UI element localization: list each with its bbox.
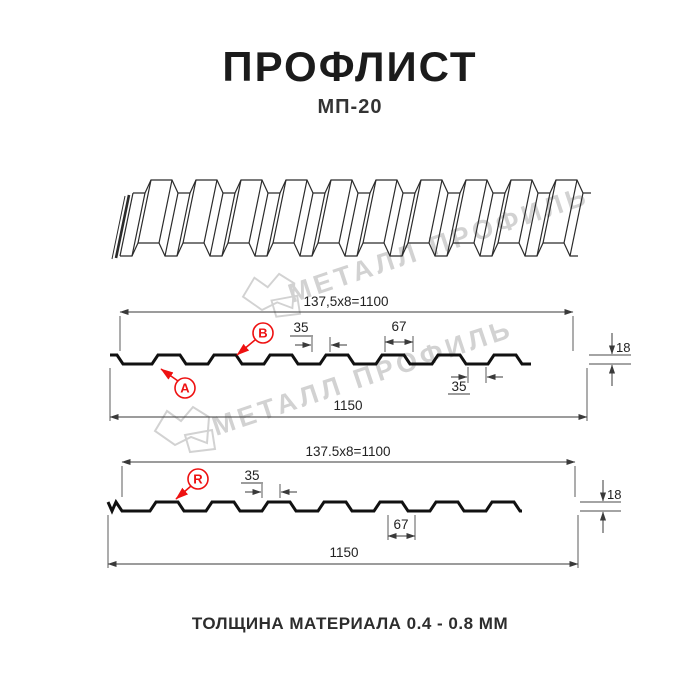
svg-text:R: R [193, 472, 203, 487]
section2-dim-rib-pitch: 35 [244, 468, 259, 483]
section2-cross-section: 137.5x8=1100 35 67 18 1150 [106, 444, 621, 568]
section1-profile [110, 353, 531, 366]
svg-text:B: B [258, 326, 267, 341]
svg-text:A: A [180, 381, 190, 396]
brand-logo-icon [153, 405, 217, 454]
watermark-text: МЕТАЛЛ ПРОФИЛЬ [208, 313, 517, 442]
header: ПРОФЛИСТ МП-20 [0, 43, 700, 119]
section1-label-a: A [160, 368, 196, 399]
page-title: ПРОФЛИСТ [222, 43, 478, 90]
profile-3d-view [111, 179, 591, 260]
section1-dim-working-width: 137,5x8=1100 [304, 294, 389, 309]
section1-dim-total-width: 1150 [333, 398, 362, 413]
section2-dim-total-width: 1150 [329, 545, 358, 560]
watermark-text: МЕТАЛЛ ПРОФИЛЬ [284, 180, 593, 309]
section2-label-r: R [175, 468, 209, 500]
section1-dim-rib-width: 67 [391, 319, 406, 334]
section1-label-b: B [236, 322, 274, 356]
section2-dim-working-width: 137.5x8=1100 [306, 444, 391, 459]
section1-dim-rib-pitch: 35 [293, 320, 308, 335]
section1-dim-height: 18 [616, 340, 630, 355]
page-subtitle: МП-20 [317, 96, 383, 119]
section1-cross-section: 137,5x8=1100 35 67 18 35 [109, 294, 631, 421]
section2-dim-rib-width: 67 [393, 517, 408, 532]
section2-profile [106, 498, 522, 515]
material-thickness-note: ТОЛЩИНА МАТЕРИАЛА 0.4 - 0.8 ММ [191, 614, 509, 633]
section1-dim-rib-lower: 35 [451, 379, 466, 394]
section2-dim-height: 18 [607, 487, 621, 502]
